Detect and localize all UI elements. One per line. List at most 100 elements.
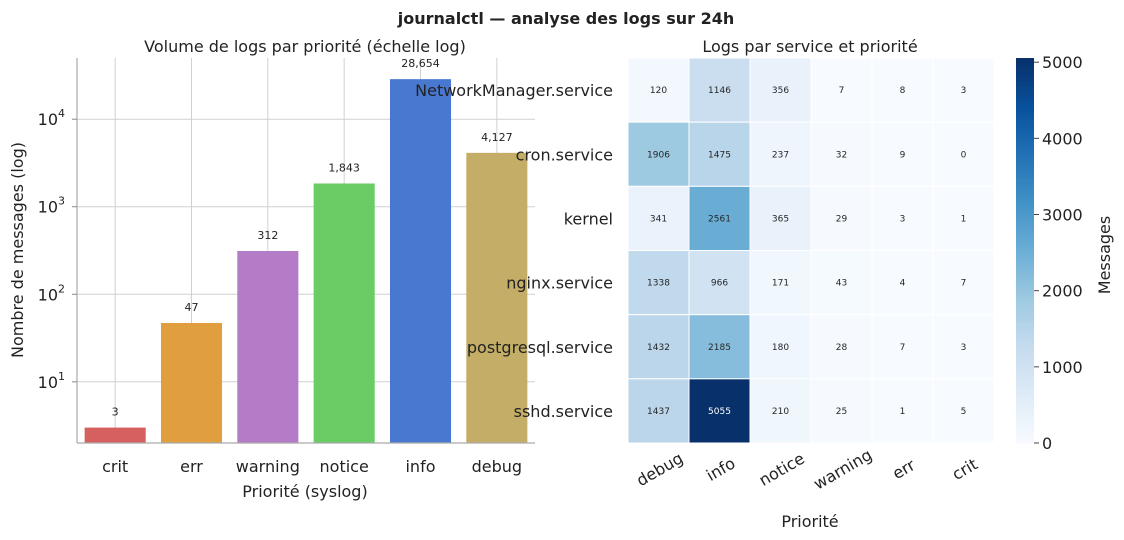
colorbar-segment bbox=[1016, 157, 1034, 162]
colorbar-tick-label: 2000 bbox=[1042, 282, 1083, 301]
bar-y-tick-exponent: 4 bbox=[58, 107, 65, 120]
bar-debug bbox=[466, 152, 528, 444]
colorbar: 0 1000 2000 3000 4000 5000 bbox=[1016, 53, 1083, 453]
heatmap-cell bbox=[627, 378, 690, 444]
colorbar-segment bbox=[1016, 282, 1034, 287]
colorbar-segment bbox=[1016, 382, 1034, 386]
bar-value-label: 312 bbox=[257, 229, 278, 242]
heatmap-cell bbox=[810, 57, 873, 123]
colorbar-segment bbox=[1016, 423, 1034, 428]
heatmap-cell-value: 5 bbox=[961, 407, 967, 417]
bar-y-tick-base: 10 bbox=[38, 110, 58, 129]
heatmap-cell-value: 28 bbox=[836, 343, 848, 353]
bar-y-tick-base: 10 bbox=[38, 285, 58, 304]
colorbar-segment bbox=[1016, 369, 1034, 374]
colorbar-segment bbox=[1016, 327, 1034, 332]
colorbar-segment bbox=[1016, 237, 1034, 242]
colorbar-segment bbox=[1016, 366, 1034, 370]
colorbar-segment bbox=[1016, 70, 1034, 75]
colorbar-segment bbox=[1016, 250, 1034, 255]
colorbar-segment bbox=[1016, 410, 1034, 415]
heatmap-cell-value: 5055 bbox=[708, 407, 731, 417]
colorbar-segment bbox=[1016, 317, 1034, 322]
bar-y-axis-label: Nombre de messages (log) bbox=[8, 142, 27, 358]
heatmap-cell-value: 4 bbox=[900, 279, 906, 289]
bar-y-tick-exponent: 1 bbox=[58, 370, 65, 383]
colorbar-segment bbox=[1016, 298, 1034, 303]
heatmap-cell-value: 237 bbox=[772, 150, 789, 160]
colorbar-segment bbox=[1016, 58, 1034, 62]
heatmap-x-label: warning bbox=[810, 445, 875, 493]
colorbar-segment bbox=[1016, 189, 1034, 194]
colorbar-segment bbox=[1016, 96, 1034, 101]
colorbar-segment bbox=[1016, 391, 1034, 396]
heatmap-cell bbox=[688, 57, 751, 123]
colorbar-segment bbox=[1016, 349, 1034, 354]
heatmap-cell-value: 1338 bbox=[647, 279, 670, 289]
colorbar-segment bbox=[1016, 170, 1034, 175]
colorbar-segment bbox=[1016, 314, 1034, 319]
bar-warning bbox=[237, 251, 299, 443]
heatmap-cell bbox=[932, 314, 995, 380]
heatmap-cell bbox=[749, 57, 812, 123]
heatmap-cell bbox=[749, 378, 812, 444]
colorbar-segment bbox=[1016, 407, 1034, 412]
colorbar-tick-label: 5000 bbox=[1042, 53, 1083, 72]
colorbar-segment bbox=[1016, 183, 1034, 187]
colorbar-segment bbox=[1016, 247, 1034, 252]
colorbar-segment bbox=[1016, 388, 1034, 393]
bar-y-tick-label: 103 bbox=[38, 195, 65, 217]
colorbar-segment bbox=[1016, 135, 1034, 139]
heatmap-x-label: notice bbox=[756, 449, 808, 490]
colorbar-segment bbox=[1016, 244, 1034, 248]
colorbar-segment bbox=[1016, 125, 1034, 130]
heatmap-cell-value: 1475 bbox=[708, 150, 731, 160]
heatmap-cell bbox=[749, 314, 812, 380]
colorbar-segment bbox=[1016, 154, 1034, 159]
colorbar-segment bbox=[1016, 83, 1034, 88]
bar-x-axis-label: Priorité (syslog) bbox=[242, 482, 367, 501]
colorbar-segment bbox=[1016, 160, 1034, 165]
colorbar-segment bbox=[1016, 74, 1034, 78]
colorbar-segment bbox=[1016, 176, 1034, 181]
colorbar-segment bbox=[1016, 199, 1034, 203]
heatmap-cell-value: 29 bbox=[836, 214, 848, 224]
colorbar-segment bbox=[1016, 228, 1034, 232]
colorbar-segment bbox=[1016, 118, 1034, 123]
colorbar-label: Messages bbox=[1095, 216, 1114, 294]
colorbar-segment bbox=[1016, 80, 1034, 85]
colorbar-segment bbox=[1016, 141, 1034, 146]
heatmap-x-labels: debug info notice warning err crit bbox=[633, 445, 981, 493]
heatmap-cell bbox=[810, 378, 873, 444]
colorbar-segment bbox=[1016, 311, 1034, 316]
heatmap-cell-value: 1432 bbox=[647, 343, 670, 353]
colorbar-segment bbox=[1016, 144, 1034, 149]
colorbar-segment bbox=[1016, 436, 1034, 441]
colorbar-segment bbox=[1016, 215, 1034, 220]
heatmap-cell-value: 120 bbox=[650, 86, 667, 96]
bar-err bbox=[160, 322, 223, 443]
heatmap-cell bbox=[749, 121, 812, 187]
colorbar-segment bbox=[1016, 205, 1034, 210]
bar-y-tick-label: 104 bbox=[38, 107, 65, 129]
colorbar-segment bbox=[1016, 173, 1034, 178]
colorbar-segment bbox=[1016, 378, 1034, 383]
colorbar-segment bbox=[1016, 401, 1034, 406]
bar-notice bbox=[313, 183, 375, 443]
bar-y-tick-exponent: 2 bbox=[58, 282, 65, 295]
colorbar-segment bbox=[1016, 285, 1034, 290]
heatmap-cell-value: 3 bbox=[961, 343, 967, 353]
colorbar-segment bbox=[1016, 359, 1034, 364]
colorbar-segment bbox=[1016, 77, 1034, 82]
colorbar-segment bbox=[1016, 202, 1034, 207]
colorbar-segment bbox=[1016, 346, 1034, 351]
heatmap-cell-value: 3 bbox=[900, 214, 906, 224]
colorbar-segment bbox=[1016, 93, 1034, 98]
heatmap-cell bbox=[810, 314, 873, 380]
colorbar-segment bbox=[1016, 106, 1034, 110]
colorbar-segment bbox=[1016, 356, 1034, 361]
colorbar-segment bbox=[1016, 179, 1034, 184]
heatmap-cell bbox=[749, 185, 812, 251]
colorbar-segment bbox=[1016, 212, 1034, 216]
